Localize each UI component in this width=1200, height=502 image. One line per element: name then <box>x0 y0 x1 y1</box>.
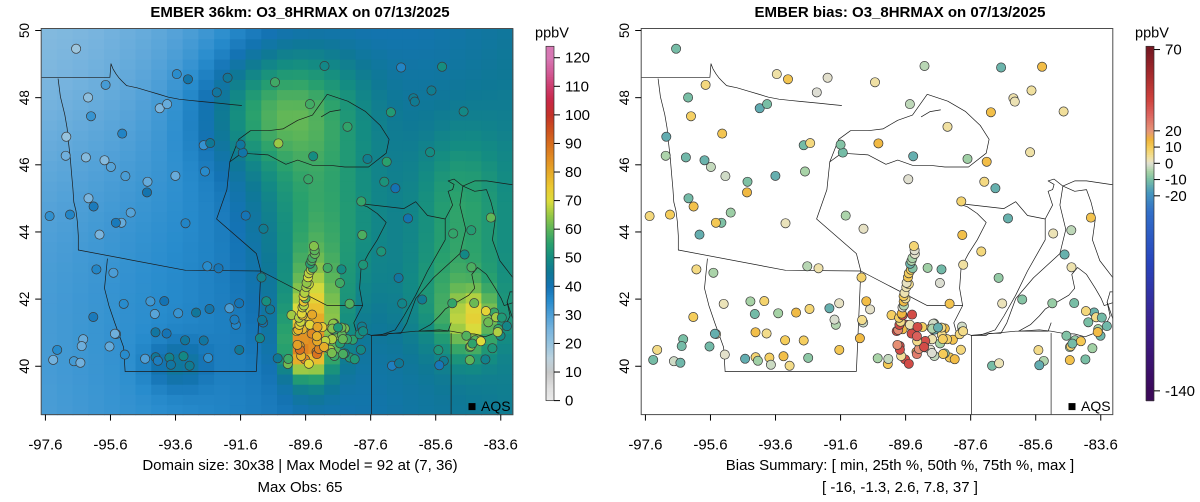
svg-text:30: 30 <box>565 307 582 324</box>
svg-text:-87.6: -87.6 <box>954 437 988 454</box>
svg-text:-83.6: -83.6 <box>1084 437 1118 454</box>
svg-text:50: 50 <box>17 23 32 38</box>
svg-text:ppbV: ppbV <box>535 25 569 41</box>
svg-text:-83.6: -83.6 <box>484 437 518 454</box>
svg-text:70: 70 <box>1165 42 1182 59</box>
svg-text:48: 48 <box>617 90 632 105</box>
svg-text:-97.6: -97.6 <box>628 437 662 454</box>
svg-text:50: 50 <box>565 250 582 267</box>
svg-text:-89.6: -89.6 <box>289 437 323 454</box>
svg-text:-87.6: -87.6 <box>354 437 388 454</box>
svg-text:-10: -10 <box>1165 172 1187 189</box>
svg-text:AQS: AQS <box>481 398 511 414</box>
svg-text:70: 70 <box>565 193 582 210</box>
svg-text:100: 100 <box>565 107 590 124</box>
svg-text:20: 20 <box>1165 123 1182 140</box>
svg-text:-20: -20 <box>1165 188 1187 205</box>
svg-text:40: 40 <box>17 359 32 374</box>
svg-text:-93.6: -93.6 <box>158 437 192 454</box>
svg-text:48: 48 <box>17 90 32 105</box>
svg-text:AQS: AQS <box>1081 398 1111 414</box>
svg-text:Bias Summary: [ min, 25th %, 5: Bias Summary: [ min, 25th %, 50th %, 75t… <box>726 457 1074 474</box>
svg-text:40: 40 <box>565 278 582 295</box>
svg-text:46: 46 <box>17 157 32 172</box>
svg-text:[ -16, -1.3, 2.6, 7.8, 37: [ -16, -1.3, 2.6, 7.8, 37 ] <box>822 479 978 496</box>
svg-text:50: 50 <box>617 23 632 38</box>
svg-text:-95.6: -95.6 <box>93 437 127 454</box>
svg-text:80: 80 <box>565 164 582 181</box>
svg-text:42: 42 <box>617 292 632 307</box>
svg-text:Domain size: 30x38 | Max Model: Domain size: 30x38 | Max Model = 92 at (… <box>142 457 457 474</box>
svg-text:-97.6: -97.6 <box>28 437 62 454</box>
svg-text:110: 110 <box>565 78 589 95</box>
svg-text:20: 20 <box>565 335 582 352</box>
svg-text:46: 46 <box>617 157 632 172</box>
svg-text:40: 40 <box>617 359 632 374</box>
svg-text:-140: -140 <box>1165 383 1195 400</box>
svg-text:0: 0 <box>1165 155 1173 172</box>
svg-text:EMBER 36km: O3_8HRMAX on 07/13: EMBER 36km: O3_8HRMAX on 07/13/2025 <box>150 4 449 21</box>
svg-text:-93.6: -93.6 <box>758 437 792 454</box>
svg-text:-85.6: -85.6 <box>1019 437 1053 454</box>
svg-text:0: 0 <box>565 393 573 410</box>
svg-text:EMBER bias: O3_8HRMAX on 07/13: EMBER bias: O3_8HRMAX on 07/13/2025 <box>755 4 1046 21</box>
svg-text:44: 44 <box>17 224 32 240</box>
svg-text:-85.6: -85.6 <box>419 437 453 454</box>
svg-text:90: 90 <box>565 135 582 152</box>
svg-text:60: 60 <box>565 221 582 238</box>
svg-text:-91.6: -91.6 <box>823 437 857 454</box>
svg-text:-95.6: -95.6 <box>693 437 727 454</box>
svg-text:-91.6: -91.6 <box>223 437 257 454</box>
svg-text:Max Obs: 65: Max Obs: 65 <box>257 479 342 496</box>
svg-text:44: 44 <box>617 224 632 240</box>
svg-text:ppbV: ppbV <box>1135 25 1169 41</box>
svg-text:10: 10 <box>565 364 582 381</box>
svg-text:120: 120 <box>565 50 590 67</box>
svg-text:42: 42 <box>17 292 32 307</box>
svg-text:-89.6: -89.6 <box>889 437 923 454</box>
svg-text:10: 10 <box>1165 139 1182 156</box>
